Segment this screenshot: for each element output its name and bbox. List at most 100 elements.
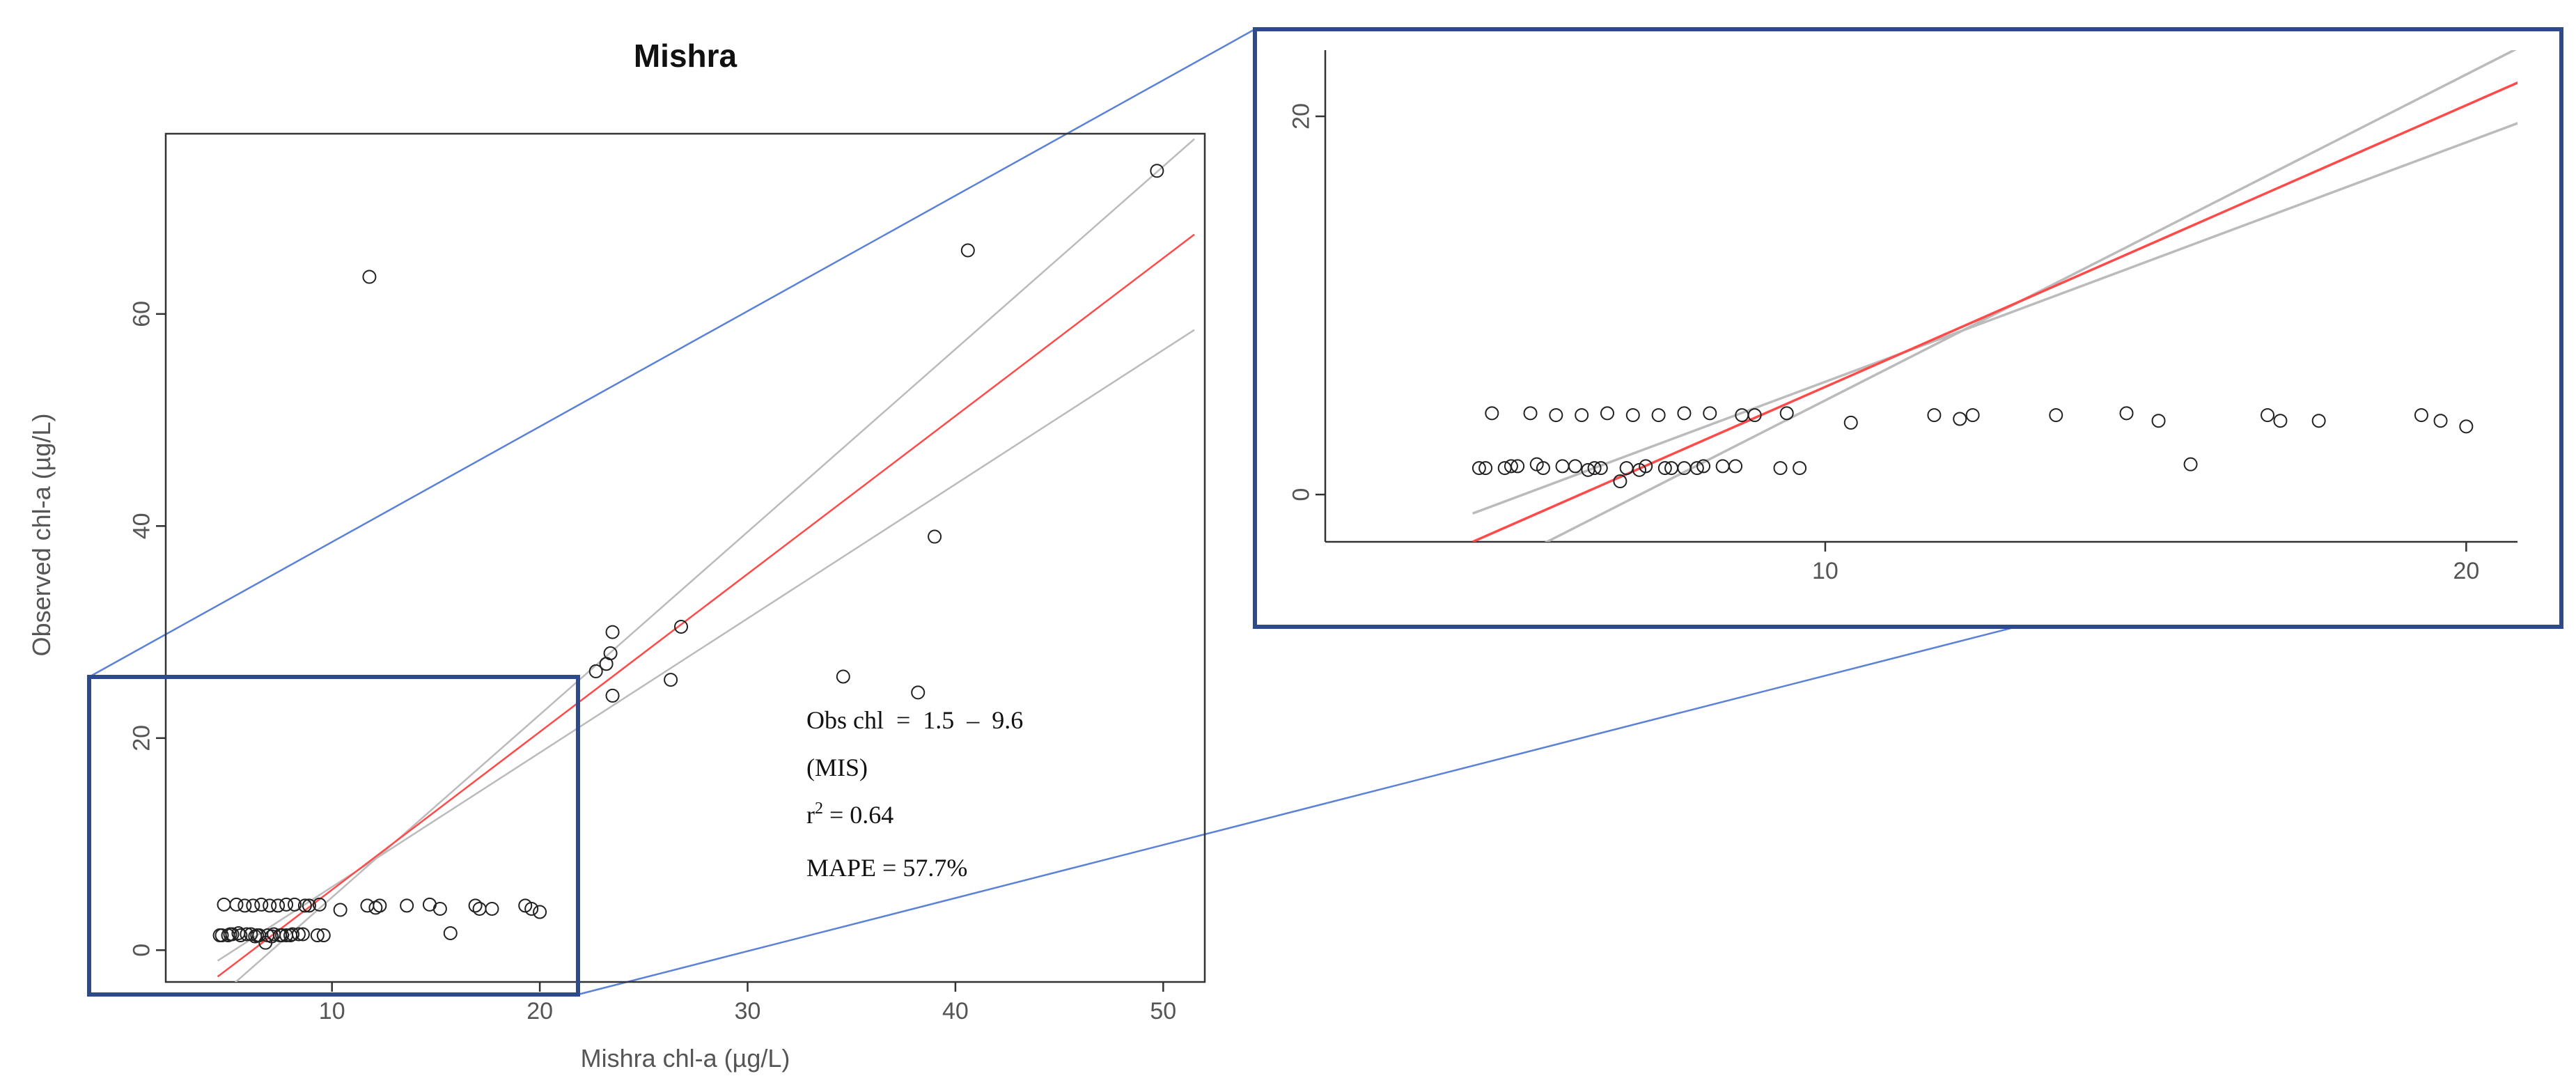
- data-point: [279, 897, 294, 912]
- x-tick-label: 20: [526, 998, 553, 1024]
- x-tick-label: 20: [2453, 558, 2479, 584]
- data-point: [960, 243, 975, 258]
- data-point: [312, 897, 327, 912]
- zoom-connector-top: [88, 28, 1256, 678]
- data-point: [468, 898, 483, 913]
- r-squared-superscript: 2: [815, 800, 823, 818]
- regression-fit-line: [217, 233, 1195, 978]
- data-point: [295, 927, 310, 942]
- data-point: [302, 898, 316, 913]
- data-point: [237, 898, 252, 913]
- data-point: [1472, 461, 1486, 476]
- data-point: [333, 903, 348, 917]
- data-point: [1549, 408, 1563, 423]
- data-point: [2459, 419, 2474, 434]
- data-point: [1632, 462, 1647, 477]
- data-point: [2311, 414, 2326, 428]
- data-point: [231, 926, 246, 940]
- inset-border: [1253, 27, 2563, 629]
- data-point: [674, 619, 689, 634]
- y-tick-label: 20: [128, 725, 155, 751]
- main-chart: Mishra 10 20 30 40 50 0 20 40 60 Mishra chl-a (…: [27, 38, 1206, 1072]
- y-tick-label: 0: [128, 944, 155, 957]
- data-point: [297, 898, 312, 913]
- data-point: [362, 270, 377, 284]
- data-point: [271, 898, 286, 913]
- data-point: [1953, 412, 1967, 426]
- data-point: [928, 529, 942, 544]
- data-point: [2151, 414, 2166, 428]
- data-point: [524, 901, 539, 916]
- data-point: [485, 901, 499, 916]
- data-point: [1478, 461, 1493, 476]
- data-point: [217, 897, 231, 912]
- data-point: [240, 927, 254, 942]
- data-point: [254, 897, 269, 912]
- data-point: [223, 927, 237, 942]
- data-point: [2183, 457, 2198, 471]
- y-tick-label: 20: [1288, 103, 1314, 130]
- data-point: [214, 928, 229, 943]
- main-plot-frame: [164, 132, 1206, 983]
- data-point: [605, 625, 620, 639]
- data-point: [1485, 406, 1499, 421]
- data-point: [286, 927, 300, 942]
- data-point: [2261, 408, 2275, 423]
- main-data-points: [212, 164, 1164, 950]
- y-tick-label: 60: [128, 301, 155, 327]
- main-fit-lines: [217, 138, 1195, 982]
- data-point: [265, 929, 279, 944]
- data-point: [1927, 408, 1942, 423]
- equation-line-2: (MIS): [806, 754, 868, 781]
- y-axis-label: Observed chl-a (µg/L): [27, 414, 56, 657]
- data-point: [443, 926, 458, 940]
- data-point: [2433, 414, 2448, 428]
- x-tick-label: 30: [735, 998, 761, 1024]
- data-point: [1555, 459, 1570, 474]
- data-point: [664, 673, 678, 687]
- inset-fit-lines: [1472, 50, 2518, 542]
- data-point: [310, 928, 325, 943]
- zoom-region-box: [87, 675, 580, 997]
- data-point: [1657, 461, 1672, 476]
- r-squared-value: = 0.64: [823, 801, 893, 829]
- regression-fit-line: [1472, 81, 2518, 542]
- data-point: [246, 898, 260, 913]
- data-point: [2414, 408, 2428, 423]
- data-point: [2119, 406, 2134, 421]
- x-tick-label: 10: [319, 998, 345, 1024]
- data-point: [1600, 406, 1614, 421]
- confidence-line-lower: [1472, 122, 2518, 515]
- data-point: [1728, 459, 1743, 474]
- data-point: [911, 685, 926, 700]
- confidence-line-upper: [1544, 50, 2517, 542]
- main-y-axis: 0 20 40 60: [128, 301, 166, 957]
- data-point: [400, 898, 414, 913]
- data-point: [250, 928, 265, 943]
- data-point: [1511, 459, 1525, 474]
- data-point: [1587, 461, 1602, 476]
- r-squared: r2 = 0.64: [806, 800, 893, 829]
- data-point: [1773, 461, 1788, 476]
- data-point: [836, 669, 850, 684]
- inset-x-axis: 10 20: [1812, 542, 2479, 584]
- data-point: [2273, 414, 2288, 428]
- y-tick-label: 40: [128, 513, 155, 539]
- y-tick-label: 0: [1288, 488, 1314, 501]
- main-x-axis: 10 20 30 40 50: [319, 982, 1176, 1024]
- confidence-line-upper: [234, 138, 1195, 982]
- data-point: [1613, 474, 1627, 489]
- data-point: [472, 901, 487, 916]
- x-tick-label: 50: [1150, 998, 1176, 1024]
- data-point: [1843, 415, 1858, 430]
- data-point: [360, 898, 375, 913]
- data-point: [1779, 406, 1794, 421]
- x-tick-label: 10: [1812, 558, 1839, 584]
- data-point: [432, 901, 447, 916]
- data-point: [599, 657, 614, 671]
- data-point: [2049, 408, 2063, 423]
- data-point: [1965, 408, 1980, 423]
- data-point: [263, 898, 277, 913]
- data-point: [588, 664, 603, 678]
- data-point: [1529, 457, 1544, 471]
